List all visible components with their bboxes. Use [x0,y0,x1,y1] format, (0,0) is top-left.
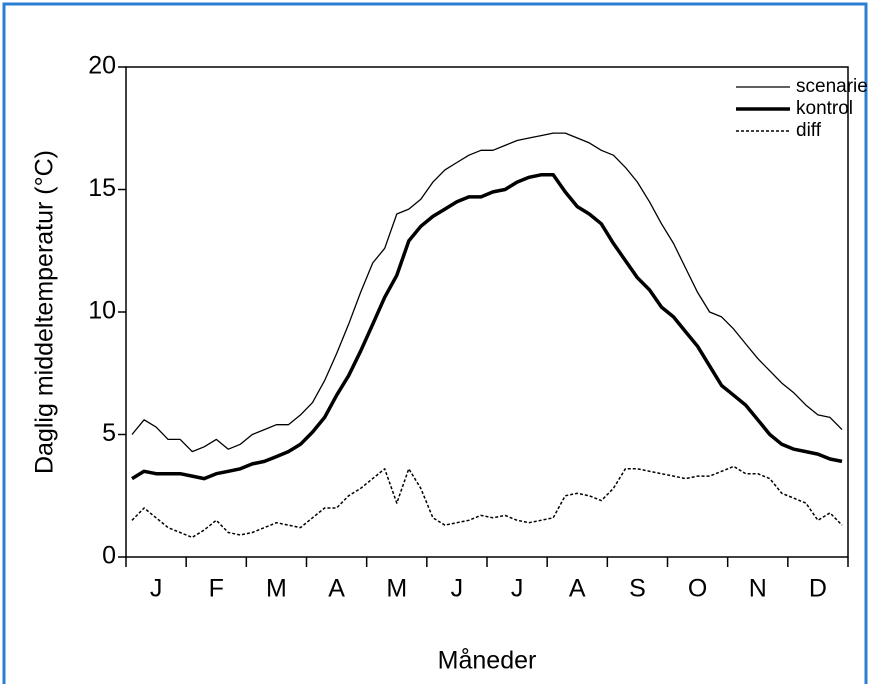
plot-frame [125,66,849,558]
y-tick-label: 20 [88,52,116,80]
series-line [131,173,843,481]
x-tick-label: O [688,575,707,603]
x-tick-label: M [266,575,287,603]
x-tick-label: M [386,575,407,603]
x-tick-label: J [451,575,464,603]
y-tick-label: 5 [102,419,116,447]
legend-label: diff [796,120,822,141]
x-tick-label: J [511,575,524,603]
series-line [131,465,843,539]
x-axis-label: Måneder [438,647,537,675]
legend-label: kontrol [796,98,853,119]
x-tick-label: D [809,575,827,603]
y-tick-label: 10 [88,297,116,325]
x-tick-label: N [749,575,767,603]
x-tick-label: F [209,575,224,603]
x-tick-label: A [569,575,586,603]
legend-label: scenarie [796,76,868,97]
x-tick-label: S [629,575,646,603]
x-tick-label: J [150,575,163,603]
y-tick-label: 15 [88,174,116,202]
y-axis-label: Daglig middeltemperatur (°C) [31,150,59,474]
x-tick-label: A [328,575,345,603]
y-tick-label: 0 [102,542,116,570]
series-line [131,132,843,453]
